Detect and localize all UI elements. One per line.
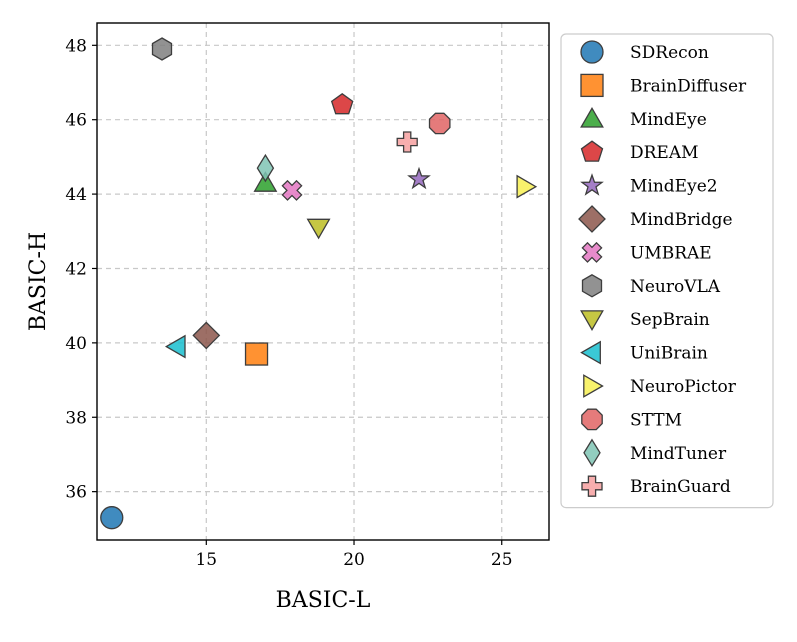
y-axis-label: BASIC-H xyxy=(26,232,51,331)
legend-label-neurovla: NeuroVLA xyxy=(630,277,721,297)
point-dream xyxy=(330,92,354,115)
point-neurovla xyxy=(151,37,173,61)
point-braindiffuser xyxy=(244,342,269,366)
legend-label-sdrecon: SDRecon xyxy=(630,43,709,63)
y-tick-label: 42 xyxy=(65,259,87,279)
grid-lines xyxy=(97,23,549,540)
legend-marker-mindtuner xyxy=(583,438,601,468)
legend-label-braindiffuser: BrainDiffuser xyxy=(630,76,747,96)
legend-marker-brainguard xyxy=(581,475,603,497)
data-points xyxy=(100,37,538,530)
legend-marker-mindeye2 xyxy=(580,173,604,196)
legend-label-mindeye: MindEye xyxy=(630,110,707,130)
point-sepbrain xyxy=(306,218,331,240)
y-tick-label: 38 xyxy=(65,408,87,428)
point-mindeye2 xyxy=(407,166,431,190)
point-umbrae xyxy=(281,179,303,201)
point-mindbridge xyxy=(192,321,221,350)
legend-label-mindtuner: MindTuner xyxy=(630,444,727,464)
plot-frame xyxy=(96,22,550,541)
x-tick-label: 15 xyxy=(195,550,217,570)
y-tick-label: 46 xyxy=(65,111,87,131)
y-tick-label: 40 xyxy=(65,334,87,354)
legend-marker-mindeye xyxy=(580,107,604,128)
legend-marker-neuropictor xyxy=(583,374,604,398)
legend: SDRecon BrainDiffuser MindEye DREAM MindEye2… xyxy=(560,33,774,509)
legend-marker-neurovla xyxy=(581,274,603,298)
legend-marker-mindbridge xyxy=(578,205,606,233)
x-tick-label: 25 xyxy=(491,550,513,570)
legend-label-mindeye2: MindEye2 xyxy=(630,177,718,197)
legend-label-neuropictor: NeuroPictor xyxy=(630,377,737,397)
y-tick-label: 48 xyxy=(65,36,87,56)
point-sdrecon xyxy=(100,506,124,530)
legend-label-umbrae: UMBRAE xyxy=(630,243,712,263)
y-tick-label: 44 xyxy=(65,185,87,205)
legend-marker-unibrain xyxy=(580,340,601,365)
legend-label-sepbrain: SepBrain xyxy=(630,310,710,330)
legend-marker-umbrae xyxy=(581,241,603,263)
legend-box xyxy=(560,33,774,509)
legend-label-brainguard: BrainGuard xyxy=(630,477,731,497)
point-mindtuner xyxy=(256,153,275,183)
legend-marker-sepbrain xyxy=(580,310,604,332)
legend-label-sttm: STTM xyxy=(630,410,682,430)
legend-marker-dream xyxy=(580,140,604,162)
legend-label-mindbridge: MindBridge xyxy=(630,210,733,230)
x-axis-label: BASIC-L xyxy=(276,588,371,613)
legend-label-unibrain: UniBrain xyxy=(630,344,708,364)
legend-marker-sttm xyxy=(581,408,603,431)
legend-marker-braindiffuser xyxy=(580,73,604,98)
point-sttm xyxy=(428,112,451,135)
legend-marker-sdrecon xyxy=(580,40,604,64)
y-tick-label: 36 xyxy=(65,483,87,503)
point-neuropictor xyxy=(516,174,538,199)
legend-label-dream: DREAM xyxy=(630,143,699,163)
x-tick-label: 20 xyxy=(343,550,365,570)
point-brainguard xyxy=(396,131,418,153)
axis-ticks: 15 20 25 36 38 40 42 44 46 48 xyxy=(65,36,512,570)
point-unibrain xyxy=(165,334,186,359)
